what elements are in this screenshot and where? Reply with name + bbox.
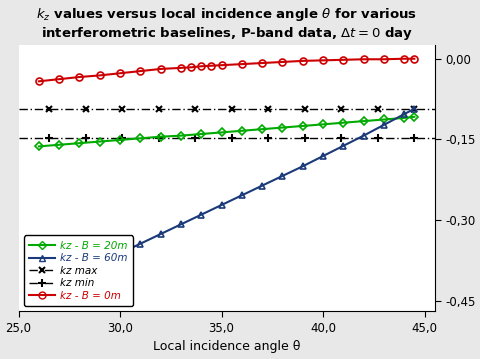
kz - B = 60m xyxy=(259,183,264,188)
kz - B = 0m xyxy=(400,57,406,61)
kz - B = 60m xyxy=(157,232,163,236)
kz - B = 0m xyxy=(239,62,244,66)
kz - B = 60m xyxy=(400,112,406,116)
kz - B = 60m xyxy=(76,271,82,275)
kz - B = 0m xyxy=(299,59,305,63)
kz - B = 0m xyxy=(36,79,42,84)
kz - B = 60m xyxy=(56,280,62,284)
kz - B = 20m xyxy=(36,144,42,149)
kz - B = 0m xyxy=(178,66,183,70)
kz - B = 20m xyxy=(360,119,366,123)
kz - B = 60m xyxy=(410,107,416,111)
kz - B = 0m xyxy=(279,60,285,64)
kz - B = 20m xyxy=(340,121,346,125)
kz - B = 0m xyxy=(157,67,163,71)
kz - B = 20m xyxy=(279,125,285,130)
kz - B = 20m xyxy=(400,116,406,120)
kz - B = 20m xyxy=(320,122,325,126)
kz - B = 20m xyxy=(239,129,244,133)
kz - B = 60m xyxy=(380,123,386,127)
kz - B = 60m xyxy=(137,242,143,246)
Line: kz - B = 60m: kz - B = 60m xyxy=(41,105,417,293)
kz - B = 0m xyxy=(188,65,193,70)
kz - B = 0m xyxy=(218,63,224,67)
kz - B = 60m xyxy=(198,213,204,217)
X-axis label: Local incidence angle θ: Local incidence angle θ xyxy=(153,340,300,354)
kz - B = 60m xyxy=(42,288,48,292)
kz - B = 20m xyxy=(380,117,386,122)
kz - B = 0m xyxy=(117,71,123,75)
kz - B = 20m xyxy=(259,127,264,131)
kz - B = 60m xyxy=(299,164,305,168)
kz - B = 20m xyxy=(96,139,102,144)
kz - B = 0m xyxy=(56,77,62,81)
Title: $k_z$ values versus local incidence angle $\theta$ for various
interferometric b: $k_z$ values versus local incidence angl… xyxy=(36,5,416,42)
kz - B = 0m xyxy=(340,58,346,62)
kz - B = 20m xyxy=(178,134,183,138)
kz - B = 60m xyxy=(320,154,325,158)
kz - B = 60m xyxy=(178,222,183,227)
Line: kz - B = 20m: kz - B = 20m xyxy=(36,114,417,149)
kz - B = 20m xyxy=(410,115,416,119)
kz - B = 20m xyxy=(198,132,204,136)
kz - B = 60m xyxy=(279,174,285,178)
kz - B = 20m xyxy=(117,138,123,142)
kz - B = 0m xyxy=(96,73,102,78)
kz - B = 20m xyxy=(218,130,224,135)
Legend: kz - B = 20m, kz - B = 60m, kz max, kz min, kz - B = 0m: kz - B = 20m, kz - B = 60m, kz max, kz m… xyxy=(24,236,132,306)
kz - B = 0m xyxy=(320,58,325,62)
kz - B = 0m xyxy=(198,64,204,69)
kz - B = 20m xyxy=(157,135,163,139)
kz - B = 60m xyxy=(340,144,346,148)
kz - B = 60m xyxy=(218,203,224,207)
kz - B = 0m xyxy=(259,61,264,65)
kz - B = 0m xyxy=(380,57,386,61)
kz - B = 0m xyxy=(137,69,143,73)
kz - B = 0m xyxy=(208,64,214,68)
kz - B = 20m xyxy=(56,143,62,147)
kz - B = 20m xyxy=(137,136,143,140)
kz - B = 0m xyxy=(360,57,366,61)
kz - B = 0m xyxy=(76,75,82,79)
kz - B = 60m xyxy=(360,134,366,138)
kz - B = 60m xyxy=(96,261,102,265)
kz - B = 60m xyxy=(239,193,244,197)
kz - B = 20m xyxy=(76,141,82,145)
kz - B = 20m xyxy=(299,124,305,128)
kz - B = 60m xyxy=(117,251,123,256)
kz - B = 0m xyxy=(410,57,416,61)
Line: kz - B = 0m: kz - B = 0m xyxy=(36,55,417,85)
